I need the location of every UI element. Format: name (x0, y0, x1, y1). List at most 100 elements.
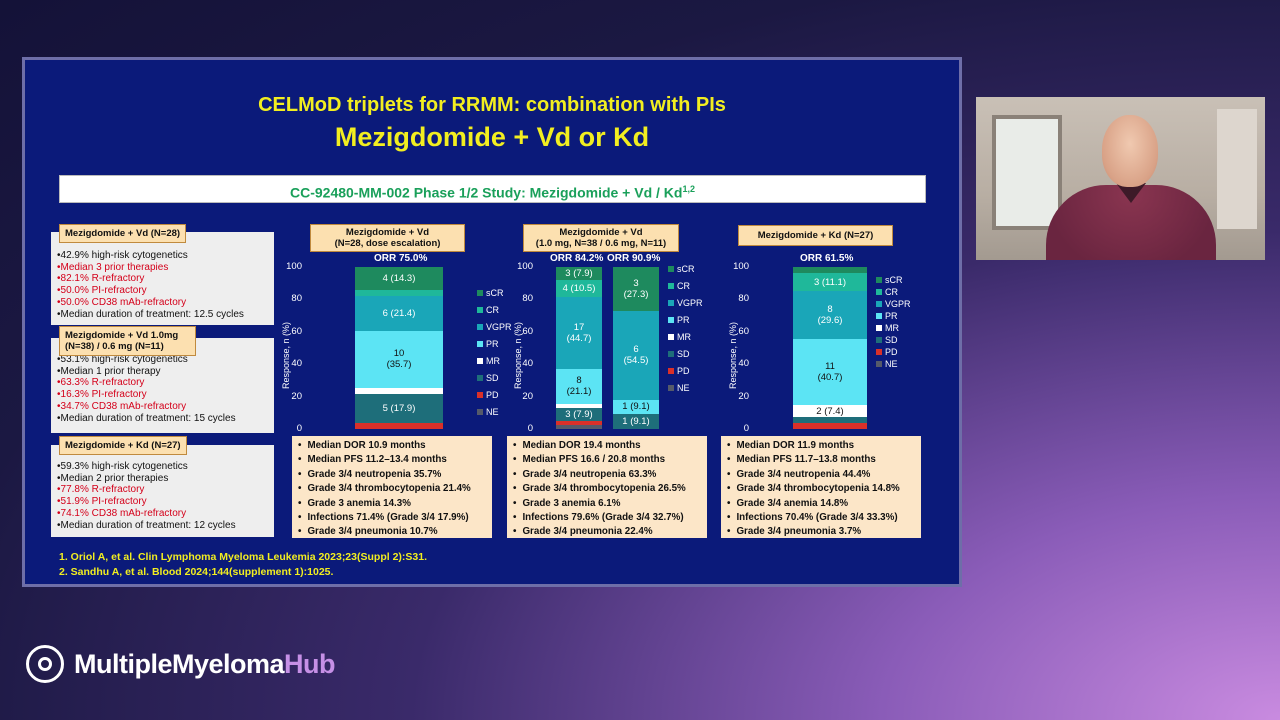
safety-line: Median PFS 11.7–13.8 months (727, 453, 915, 467)
legend-item: SD (477, 369, 512, 386)
y-tick-label: 40 (291, 358, 302, 370)
bar-segment-scr: 4 (14.3) (355, 266, 443, 291)
y-tick-label: 80 (738, 293, 749, 305)
orr-label: ORR 75.0% (374, 253, 428, 264)
bar-data-label: 4 (10.5) (562, 282, 596, 294)
study-banner: CC-92480-MM-002 Phase 1/2 Study: Mezigdo… (59, 175, 926, 203)
legend-item: sCR (477, 284, 512, 301)
bar-data-label: 8 (576, 375, 582, 387)
safety-box-vd-dose: Median DOR 19.4 months Median PFS 16.6 /… (507, 436, 707, 538)
safety-line: Infections 79.6% (Grade 3/4 32.7%) (513, 511, 701, 525)
y-tick-label: 100 (286, 261, 302, 272)
safety-line: Grade 3/4 pneumonia 22.4% (513, 525, 701, 539)
safety-box-kd: Median DOR 11.9 months Median PFS 11.7–1… (721, 436, 921, 538)
brand-name-hub: Hub (284, 648, 336, 679)
legend-item: VGPR (668, 294, 703, 311)
legend-label: PD (885, 347, 898, 357)
bar-data-label: (35.7) (386, 359, 412, 371)
legend-swatch (876, 289, 882, 295)
legend-item: sCR (668, 260, 703, 277)
orr-label: ORR 61.5% (800, 253, 854, 264)
y-tick-label: 20 (291, 390, 302, 402)
legend-swatch (876, 325, 882, 331)
brand-logo: MultipleMyelomaHub (26, 645, 336, 683)
legend-item: PR (477, 335, 512, 352)
legend-item: SD (876, 334, 911, 346)
wall-panel (1217, 109, 1257, 229)
legend-swatch (668, 299, 674, 306)
reference-item: 2. Sandhu A, et al. Blood 2024;144(suppl… (59, 566, 334, 578)
safety-box-vd: Median DOR 10.9 months Median PFS 11.2–1… (292, 436, 492, 538)
legend-label: sCR (885, 275, 903, 285)
window-backdrop (992, 115, 1062, 230)
references: 1. Oriol A, et al. Clin Lymphoma Myeloma… (59, 550, 427, 580)
legend-item: VGPR (876, 298, 911, 310)
y-tick-label: 80 (522, 293, 533, 305)
safety-line: Grade 3/4 thrombocytopenia 14.8% (727, 482, 915, 496)
safety-line: Infections 70.4% (Grade 3/4 33.3%) (727, 511, 915, 525)
legend-item: sCR (876, 274, 911, 286)
legend-label: VGPR (486, 321, 512, 332)
legend-swatch (876, 313, 882, 319)
y-tick-label: 40 (738, 358, 749, 370)
stacked-bar: 1 (9.1) 1 (9.1) 6 (54.5) 3 (27.3) (613, 267, 659, 429)
patient-box-line: •Median 1 prior therapy (57, 365, 161, 377)
legend-label: MR (885, 323, 899, 333)
legend-swatch (477, 340, 483, 347)
legend-label: CR (486, 304, 499, 315)
legend-label: sCR (677, 263, 695, 274)
patient-box-vd: •42.9% high-risk cytogenetics •Median 3 … (51, 232, 274, 325)
bar-data-label: 6 (21.4) (382, 307, 416, 319)
safety-line: Grade 3/4 pneumonia 10.7% (298, 525, 486, 539)
bar-data-label: 2 (7.4) (816, 405, 844, 417)
legend-swatch (477, 306, 483, 313)
legend-swatch (876, 337, 882, 343)
legend-swatch (876, 349, 882, 355)
bar-segment-cr: 3 (11.1) (793, 273, 867, 292)
orr-label: ORR 90.9% (607, 253, 661, 264)
bar-data-label: 6 (633, 344, 639, 356)
safety-line: Median PFS 16.6 / 20.8 months (513, 453, 701, 467)
chart-header-line2: (1.0 mg, N=38 / 0.6 mg, N=11) (535, 238, 667, 249)
safety-line: Grade 3/4 neutropenia 63.3% (513, 468, 701, 482)
legend-item: PD (876, 346, 911, 358)
safety-line: Grade 3 anemia 6.1% (513, 497, 701, 511)
orr-label: ORR 84.2% (550, 253, 604, 264)
patient-box-kd: •59.3% high-risk cytogenetics •Median 2 … (51, 445, 274, 537)
study-banner-text: CC-92480-MM-002 Phase 1/2 Study: Mezigdo… (289, 184, 683, 201)
safety-line: Grade 3/4 thrombocytopenia 26.5% (513, 482, 701, 496)
legend-item: NE (477, 403, 512, 420)
chart-header-line1: Mezigdomide + Vd (559, 227, 643, 238)
speaker-webcam (976, 97, 1265, 260)
legend-label: NE (486, 406, 499, 417)
patient-box-line: •74.1% CD38 mAb-refractory (57, 507, 187, 519)
speaker-head (1102, 115, 1158, 187)
y-axis-label: Response, n (%) (513, 321, 523, 389)
chart-header-line1: Mezigdomide + Vd (345, 227, 430, 238)
bar-segment-vgpr: 6 (54.5) (613, 311, 659, 400)
bar-segment-cr (355, 290, 443, 296)
safety-line: Median DOR 10.9 months (298, 439, 486, 453)
stacked-bar: 5 (17.9) 10 (35.7) 6 (21.4) 4 (14.3) (355, 266, 443, 429)
bar-segment-pr: 11 (40.7) (793, 339, 867, 406)
bar-data-label: 4 (14.3) (382, 272, 416, 284)
legend-label: VGPR (885, 299, 911, 309)
bar-data-label: 10 (393, 348, 405, 360)
legend-label: CR (677, 280, 690, 291)
legend-swatch (477, 408, 483, 415)
bar-segment-vgpr: 6 (21.4) (355, 295, 443, 331)
y-tick-label: 80 (291, 293, 302, 305)
legend-swatch (477, 289, 483, 296)
y-axis-label: Response, n (%) (728, 321, 738, 389)
bar-data-label: 3 (7.9) (565, 408, 593, 420)
legend-label: PR (677, 314, 690, 325)
legend-swatch (668, 265, 674, 272)
legend-item: PR (876, 310, 911, 322)
bar-data-label: 17 (573, 322, 585, 334)
y-axis-label: Response, n (%) (281, 321, 291, 389)
safety-line: Median PFS 11.2–13.4 months (298, 453, 486, 467)
chart-header-line2: (N=28, dose escalation) (334, 238, 441, 249)
bar-segment-mr: 2 (7.4) (793, 405, 867, 418)
legend-label: CR (885, 287, 898, 297)
patient-box-line: •Median duration of treatment: 12 cycles (57, 519, 236, 531)
